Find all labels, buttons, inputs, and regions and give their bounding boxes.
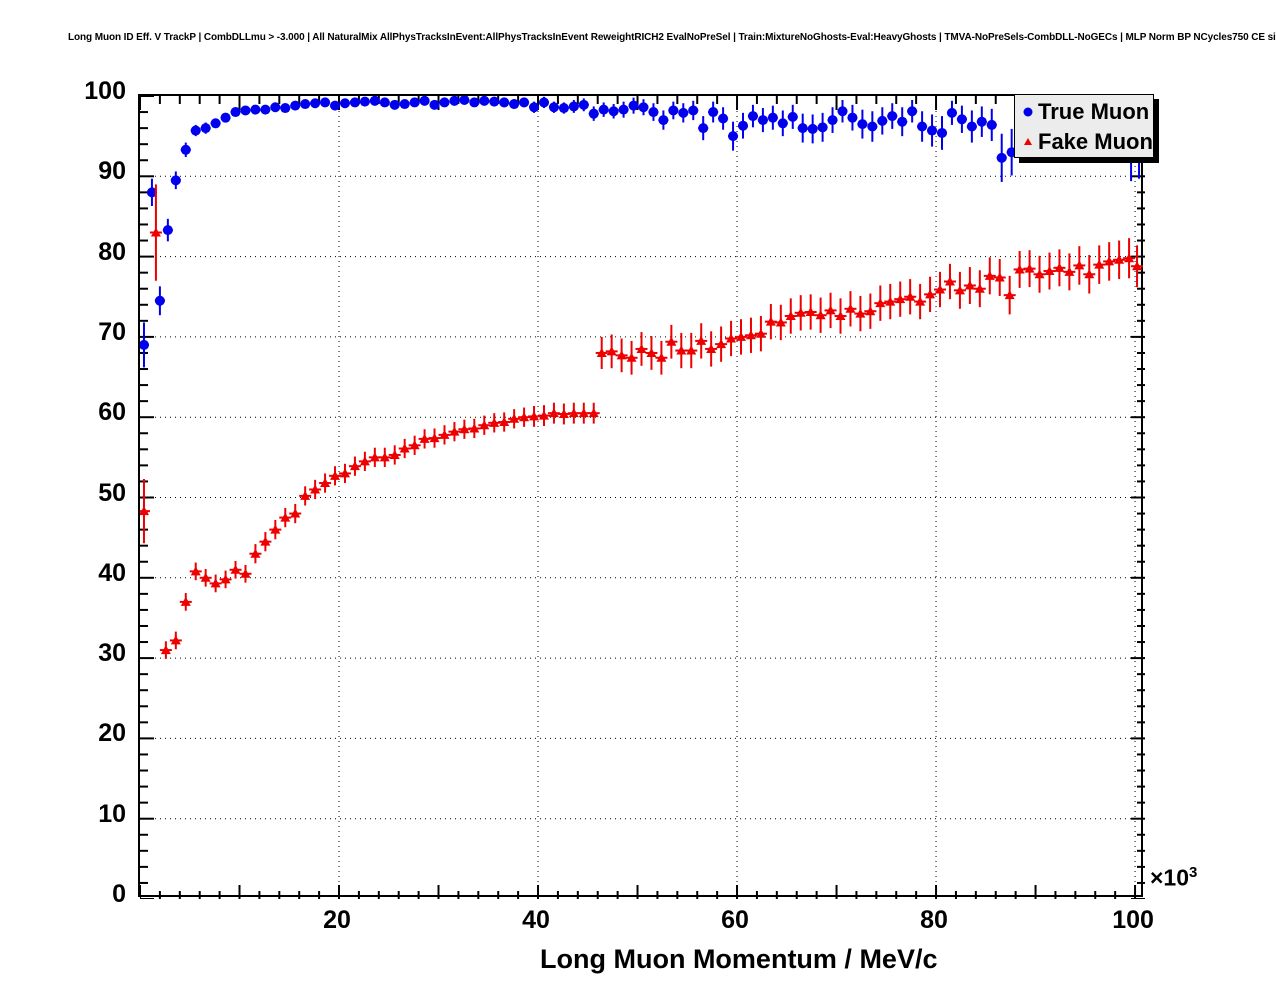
y-tick-label: 70 bbox=[98, 317, 126, 346]
gridlines bbox=[140, 96, 1145, 899]
y-tick-label: 20 bbox=[98, 719, 126, 748]
y-tick-label: 90 bbox=[98, 157, 126, 186]
page-title: Long Muon ID Eff. V TrackP | CombDLLmu >… bbox=[68, 32, 1276, 43]
x-tick-label: 100 bbox=[1112, 906, 1154, 934]
y-tick-label: 100 bbox=[84, 77, 126, 105]
x-exponent-value: 3 bbox=[1189, 864, 1198, 881]
plot-canvas bbox=[140, 96, 1145, 899]
legend-label-true-muon: True Muon bbox=[1038, 99, 1150, 124]
legend-label-fake-muon: Fake Muon bbox=[1038, 129, 1153, 154]
legend: True Muon Fake Muon bbox=[1014, 94, 1154, 158]
circle-marker-icon bbox=[1019, 105, 1037, 119]
x-tick-label: 40 bbox=[522, 906, 550, 934]
triangle-marker-icon bbox=[1019, 135, 1037, 149]
y-tick-label: 60 bbox=[98, 398, 126, 427]
x-axis-exponent: ×103 bbox=[1150, 864, 1198, 891]
y-tick-label: 30 bbox=[98, 639, 126, 668]
x-tick-label: 20 bbox=[323, 906, 351, 934]
y-tick-label: 80 bbox=[98, 237, 126, 266]
series-true-muon bbox=[140, 96, 1145, 368]
legend-item-fake-muon[interactable]: Fake Muon bbox=[1019, 127, 1153, 157]
x-tick-label: 60 bbox=[721, 906, 749, 934]
y-tick-label: 10 bbox=[98, 799, 126, 828]
legend-item-true-muon[interactable]: True Muon bbox=[1019, 97, 1149, 127]
plot-frame bbox=[138, 94, 1145, 899]
series-fake-muon bbox=[140, 184, 1144, 659]
y-tick-label: 0 bbox=[112, 880, 126, 908]
y-tick-label: 40 bbox=[98, 558, 126, 587]
x-tick-label: 80 bbox=[920, 906, 948, 934]
y-tick-label: 50 bbox=[98, 478, 126, 507]
x-axis-title: Long Muon Momentum / MeV/c bbox=[540, 944, 938, 974]
